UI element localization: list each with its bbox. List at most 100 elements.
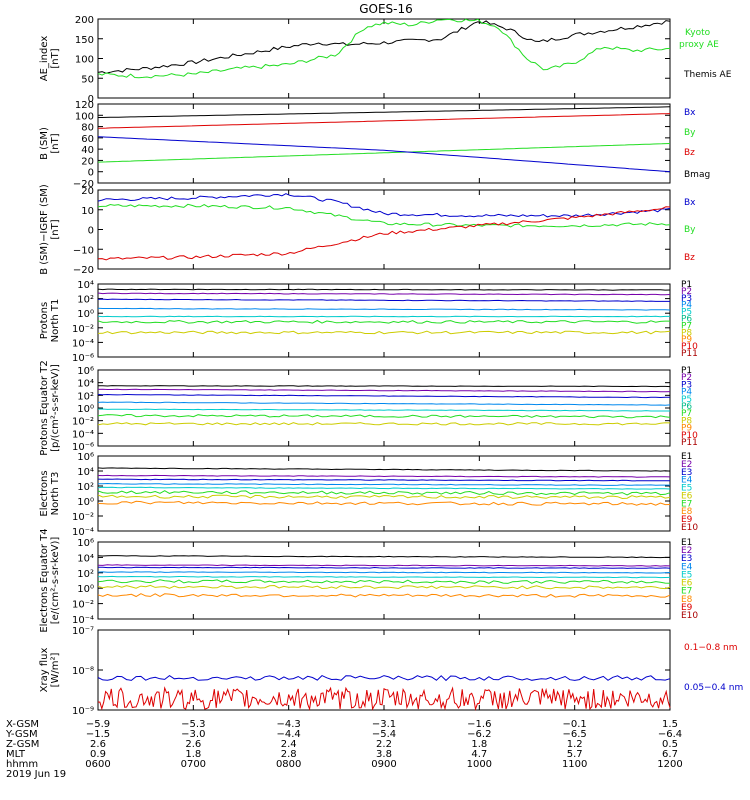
y-tick-label: 10⁰ <box>77 404 94 415</box>
footer-row-label: Z-GSM <box>6 739 39 750</box>
y-tick-label: 10⁻⁴ <box>72 527 94 538</box>
footer-value: 1200 <box>657 759 682 770</box>
series-line-p6 <box>97 319 670 324</box>
y-tick-label: 10 <box>81 206 94 217</box>
y-tick-label: 50 <box>81 74 94 85</box>
legend-label: E1 <box>681 452 692 462</box>
legend-label: Bmag <box>684 170 710 180</box>
y-tick-label: −20 <box>73 265 94 276</box>
y-tick-label: 10² <box>77 295 94 306</box>
footer-value: 2.2 <box>376 739 392 750</box>
y-tick-label: 10⁻⁶ <box>72 353 94 364</box>
series-line-e8 <box>97 500 671 506</box>
y-axis-label: North T1 <box>50 299 61 343</box>
footer-value: 2.6 <box>90 739 106 750</box>
footer-value: 5.7 <box>567 749 583 760</box>
panel-frame <box>97 189 671 270</box>
legend-label: E3 <box>681 468 692 478</box>
plot-title: GOES-16 <box>359 2 413 16</box>
y-tick-label: 10⁻⁴ <box>72 429 94 440</box>
footer-value: 4.7 <box>471 749 487 760</box>
series-line-0-1-0-8-nm <box>97 686 671 711</box>
footer-value: 2.6 <box>185 739 201 750</box>
y-tick-label: 10⁰ <box>77 584 94 595</box>
legend-label: Kyoto <box>685 28 711 38</box>
y-axis-label: [nT] <box>50 133 61 153</box>
y-axis-label: Protons <box>39 302 50 339</box>
series-line-themis-ae <box>97 20 671 74</box>
footer-value: −3.0 <box>181 729 205 740</box>
footer-value: 0.5 <box>662 739 678 750</box>
legend: Bx By Bz <box>684 198 696 263</box>
y-tick-label: 200 <box>75 15 94 26</box>
y-tick-label: 0 <box>88 94 94 105</box>
footer-row-label: Y-GSM <box>5 729 38 740</box>
y-axis-label: [e/(cm²-s-sr-keV)] <box>50 537 61 625</box>
y-tick-label: 10⁻⁴ <box>72 338 94 349</box>
series-line-p4 <box>97 401 671 406</box>
footer-value: 0.9 <box>90 749 106 760</box>
series-line-p4 <box>97 307 671 311</box>
footer-value: 1.2 <box>567 739 583 750</box>
series-line-e7 <box>97 584 671 590</box>
footer-value: 1.5 <box>662 719 678 730</box>
legend-label: P7 <box>681 321 692 331</box>
legend: Bx By Bz Bmag <box>684 108 710 180</box>
footer-value: −4.3 <box>277 719 301 730</box>
y-tick-label: 10⁰ <box>77 309 94 320</box>
series-line-p2 <box>97 292 671 296</box>
y-tick-label: 10⁻² <box>72 417 94 428</box>
legend-label: P8 <box>681 416 692 426</box>
legend-label: E9 <box>681 515 693 525</box>
series-line-e2 <box>97 474 671 478</box>
legend-label: E1 <box>681 538 692 548</box>
y-tick-label: 10⁴ <box>77 379 94 390</box>
legend-label: E2 <box>681 546 692 556</box>
y-axis-label: Electrons Equator T4 <box>39 528 50 632</box>
legend-label: P11 <box>681 349 698 359</box>
y-tick-label: −10 <box>73 245 94 256</box>
legend-label: 0.1−0.8 nm <box>684 643 738 653</box>
footer-value: −0.1 <box>563 719 587 730</box>
footer-value: 1000 <box>467 759 492 770</box>
footer-value: −6.4 <box>658 729 682 740</box>
legend-label: E10 <box>681 611 698 621</box>
panel-4: 10⁴ 10² 10⁰ 10⁻² 10⁻⁴ 10⁻⁶ Protons North T1 P1P2… <box>39 280 698 364</box>
y-tick-label: 10⁴ <box>77 280 94 291</box>
series-line-p3 <box>97 298 670 302</box>
y-tick-label: 10⁰ <box>77 497 94 508</box>
footer-value: 0800 <box>276 759 301 770</box>
series-line-p7 <box>97 330 671 335</box>
footer-value: −1.6 <box>467 719 491 730</box>
y-tick-label: 0 <box>88 226 94 237</box>
series-line-p1 <box>97 288 671 291</box>
legend-label: P9 <box>681 335 692 345</box>
legend-label: E6 <box>681 491 693 501</box>
y-axis-label: [W/m²] <box>50 652 61 687</box>
legend-label: Bx <box>684 198 696 208</box>
panel-1: 200 150 100 50 0 AE_index [nT] Kyoto proxy AE The… <box>39 15 732 105</box>
legend-label: P2 <box>681 373 692 383</box>
y-tick-label: 10² <box>77 569 94 580</box>
legend-label: E6 <box>681 579 693 589</box>
footer-value: 1100 <box>562 759 587 770</box>
y-axis-label: Xray flux <box>39 648 50 693</box>
legend-label: E2 <box>681 460 692 470</box>
y-tick-label: 120 <box>75 100 94 111</box>
legend-label: E3 <box>681 554 692 564</box>
legend-label: Bx <box>684 108 696 118</box>
footer-value: 0900 <box>371 759 396 770</box>
legend-label: P6 <box>681 402 692 412</box>
series-line-p7 <box>97 422 671 426</box>
series-line-e8 <box>97 593 671 598</box>
series-line-kyoto-proxy-ae <box>97 18 671 79</box>
y-tick-label: 20 <box>81 186 94 197</box>
legend-label: P6 <box>681 315 692 325</box>
series-line-bx <box>97 136 671 173</box>
footer-value: 3.8 <box>376 749 392 760</box>
